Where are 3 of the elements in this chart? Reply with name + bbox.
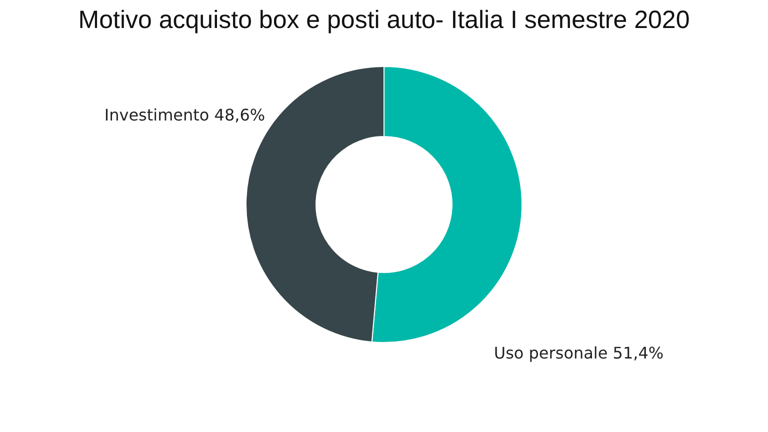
slice-label: Uso personale 51,4%	[494, 344, 664, 363]
slice-label: Investimento 48,6%	[104, 105, 266, 124]
chart-title: Motivo acquisto box e posti auto- Italia I semestre 2020	[78, 6, 690, 34]
